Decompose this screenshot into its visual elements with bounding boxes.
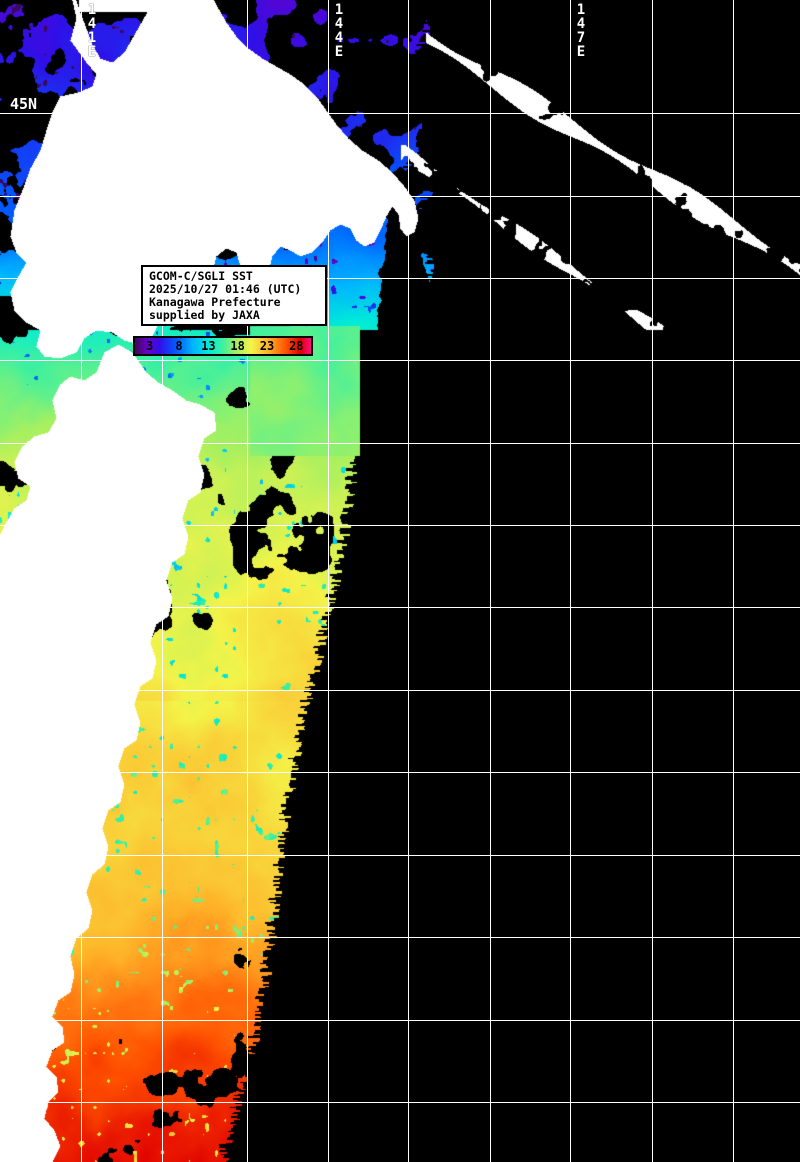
colorbar-gradient [135, 338, 311, 354]
info-line-credit: supplied by JAXA [149, 308, 260, 322]
graticule-label-45N: 45N [10, 95, 38, 113]
colorbar-tick-labels: 3 8 13 18 23 28 [135, 338, 311, 354]
colorbar-tick-8: 8 [175, 339, 183, 353]
colorbar-tick-13: 13 [201, 339, 216, 353]
info-line-region: Kanagawa Prefecture [149, 295, 281, 309]
graticule-label-144E: 144E [331, 2, 347, 58]
info-line-datetime: 2025/10/27 01:46 (UTC) [149, 282, 302, 296]
graticule-label-147E: 147E [573, 2, 589, 58]
colorbar-tick-18: 18 [230, 339, 245, 353]
product-info-box: GCOM-C/SGLI SST 2025/10/27 01:46 (UTC) K… [141, 265, 327, 326]
sst-colorbar: 3 8 13 18 23 28 [133, 336, 313, 356]
graticule-label-141E: 141E [84, 2, 100, 58]
colorbar-tick-28: 28 [289, 339, 304, 353]
colorbar-tick-3: 3 [146, 339, 154, 353]
info-line-product: GCOM-C/SGLI SST [149, 269, 253, 283]
colorbar-tick-23: 23 [259, 339, 275, 353]
